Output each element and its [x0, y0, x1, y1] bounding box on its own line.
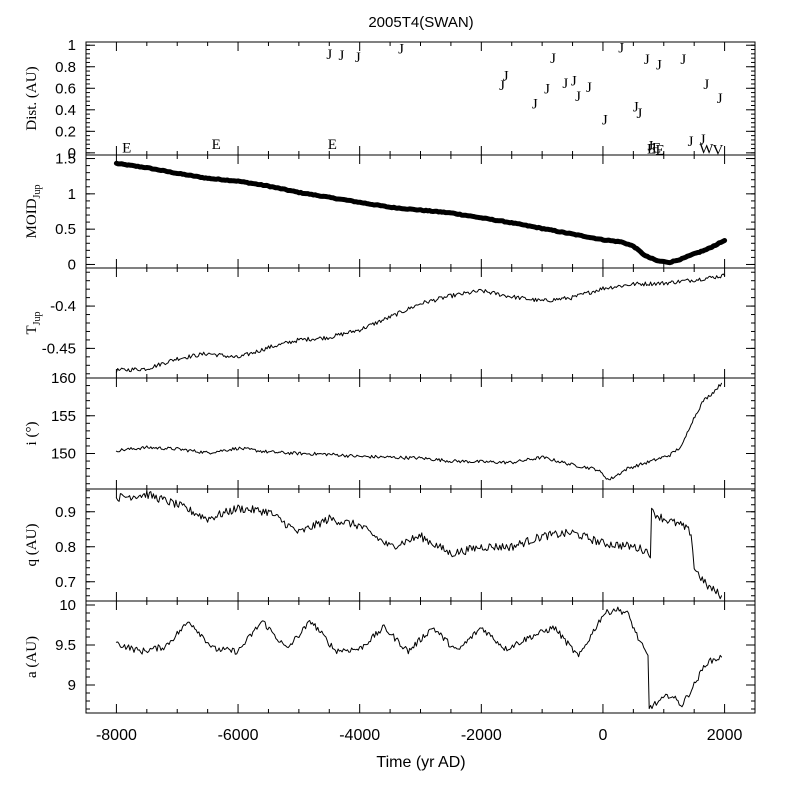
y-tick-label: 0: [68, 145, 76, 162]
y-axis-label: Dist. (AU): [24, 66, 40, 130]
y-tick-label: 9.5: [55, 637, 76, 654]
y-tick-label: 1: [68, 186, 76, 203]
y-tick-label: 160: [51, 370, 76, 387]
panel-tjup: -0.45 -0.4 TJup: [24, 267, 756, 379]
y-axis-label: i (°): [24, 422, 40, 446]
y-axis-label: q (AU): [24, 524, 40, 567]
encounter-label: J: [550, 51, 556, 67]
series-line-moid: [113, 160, 728, 266]
encounter-label: E: [212, 137, 221, 153]
y-tick-label: 0.7: [55, 574, 76, 591]
panel-moid: 0 0.5 1 1.5 MOIDJup: [24, 151, 756, 273]
y-tick-label: 0: [68, 256, 76, 273]
panel-q: 0.7 0.8 0.9 q (AU): [24, 488, 756, 602]
y-tick-label: 0.6: [55, 80, 76, 97]
encounter-label: J: [398, 41, 404, 57]
x-axis: -8000 -6000 -4000 -2000 0 2000: [96, 727, 743, 744]
encounter-label: J: [575, 89, 581, 105]
x-tick-label: 2000: [707, 727, 743, 744]
encounter-label: J: [571, 74, 577, 90]
panel-incl: 150 155 160 i (°): [24, 370, 756, 490]
encounter-label: J: [637, 106, 643, 122]
encounter-label: J: [644, 52, 650, 68]
y-tick-label: 0.9: [55, 504, 76, 521]
encounter-label: W: [699, 142, 714, 158]
y-tick-label: 0.5: [55, 221, 76, 238]
y-tick-label: 0.2: [55, 123, 76, 140]
x-tick-label: -4000: [339, 727, 380, 744]
series-line-q: [115, 490, 722, 600]
encounter-label: E: [122, 140, 131, 156]
encounter-label: J: [339, 48, 345, 64]
x-axis-label: Time (yr AD): [376, 754, 465, 771]
encounter-label: J: [656, 58, 662, 74]
y-axis-label-subscript: Jup: [32, 185, 43, 199]
y-tick-label: -0.4: [50, 298, 76, 315]
y-tick-label: 0.8: [55, 59, 76, 76]
chart-title: 2005T4(SWAN): [368, 14, 473, 31]
encounter-label: E: [647, 142, 656, 158]
y-tick-label: 155: [51, 408, 76, 425]
encounter-label: J: [688, 134, 694, 150]
y-axis-label: a (AU): [24, 636, 40, 678]
encounter-label: J: [700, 132, 706, 148]
y-tick-label: 0.8: [55, 539, 76, 556]
encounter-label: J: [355, 50, 361, 66]
encounter-label: J: [703, 77, 709, 93]
encounter-label: J: [562, 76, 568, 92]
x-tick-label: -8000: [96, 727, 137, 744]
y-axis-label: TJup: [24, 311, 43, 334]
encounter-label: J: [633, 100, 639, 116]
y-tick-label: -0.45: [42, 340, 76, 357]
panel-frame: [85, 488, 756, 602]
panel-frame: [85, 377, 756, 490]
encounter-label: J: [503, 68, 509, 84]
encounter-label: J: [586, 80, 592, 96]
series-line-tjup: [115, 273, 726, 373]
encounter-label: E: [656, 143, 665, 159]
encounter-label: J: [717, 91, 723, 107]
encounter-label: J: [532, 96, 538, 112]
encounter-label: J: [499, 78, 505, 94]
y-tick-label: 1: [68, 37, 76, 54]
panel-frame: [85, 41, 756, 156]
panel-frame: [85, 600, 756, 714]
encounter-label: J: [326, 47, 332, 63]
encounter-label: J: [602, 112, 608, 128]
panel-a: 9 9.5 10 a (AU): [24, 597, 756, 714]
encounter-label: J: [680, 52, 686, 68]
y-tick-label: 10: [59, 597, 76, 614]
x-tick-label: -2000: [461, 727, 502, 744]
encounter-label: E: [652, 140, 661, 156]
series-line-incl: [115, 382, 722, 481]
series-line-a: [115, 606, 722, 710]
encounter-label: J: [544, 81, 550, 97]
y-axis-label-subscript: Jup: [32, 311, 43, 325]
encounter-label: E: [328, 137, 337, 153]
y-axis-label: MOIDJup: [24, 185, 43, 239]
encounter-label: V: [712, 143, 723, 159]
encounter-label: J: [618, 40, 624, 56]
encounter-label: J: [647, 138, 653, 154]
x-tick-label: -6000: [218, 727, 259, 744]
panel-frame: [85, 267, 756, 379]
x-tick-label: 0: [599, 727, 608, 744]
y-tick-label: 150: [51, 446, 76, 463]
y-tick-label: 1.5: [55, 151, 76, 168]
y-tick-label: 0.4: [55, 102, 76, 119]
y-tick-label: 9: [68, 677, 76, 694]
